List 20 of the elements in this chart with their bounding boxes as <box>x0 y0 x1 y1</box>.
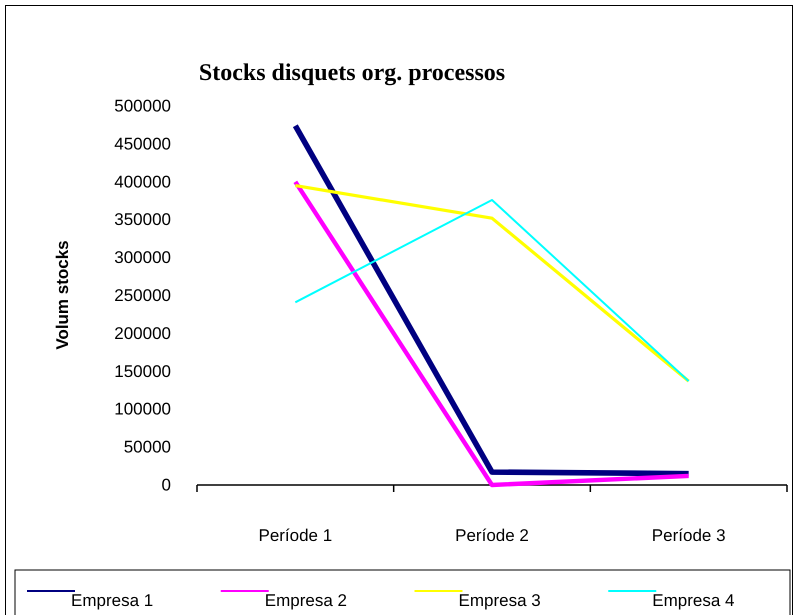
x-tick-label: Període 1 <box>258 526 332 546</box>
y-tick-label: 250000 <box>114 286 171 305</box>
y-tick-label: 300000 <box>114 248 171 268</box>
chart-title: Stocks disquets org. processos <box>198 60 506 86</box>
legend-label: Empresa 3 <box>458 591 541 610</box>
y-axis-title: Volum stocks <box>53 240 72 350</box>
legend-label: Empresa 1 <box>71 591 154 610</box>
y-tick-label: 100000 <box>114 400 171 419</box>
legend-label: Empresa 4 <box>652 591 734 610</box>
y-tick-label: 50000 <box>124 438 171 457</box>
legend-label: Empresa 2 <box>264 591 347 610</box>
x-tick-label: Període 2 <box>455 526 529 546</box>
y-tick-label: 200000 <box>114 324 171 343</box>
y-tick-label: 150000 <box>114 362 171 381</box>
x-tick-label: Període 3 <box>652 526 726 546</box>
y-tick-label: 0 <box>162 475 171 494</box>
y-tick-label: 500000 <box>114 96 171 116</box>
y-tick-label: 400000 <box>114 172 171 192</box>
y-tick-label: 450000 <box>114 134 171 154</box>
y-tick-label: 350000 <box>114 210 171 230</box>
